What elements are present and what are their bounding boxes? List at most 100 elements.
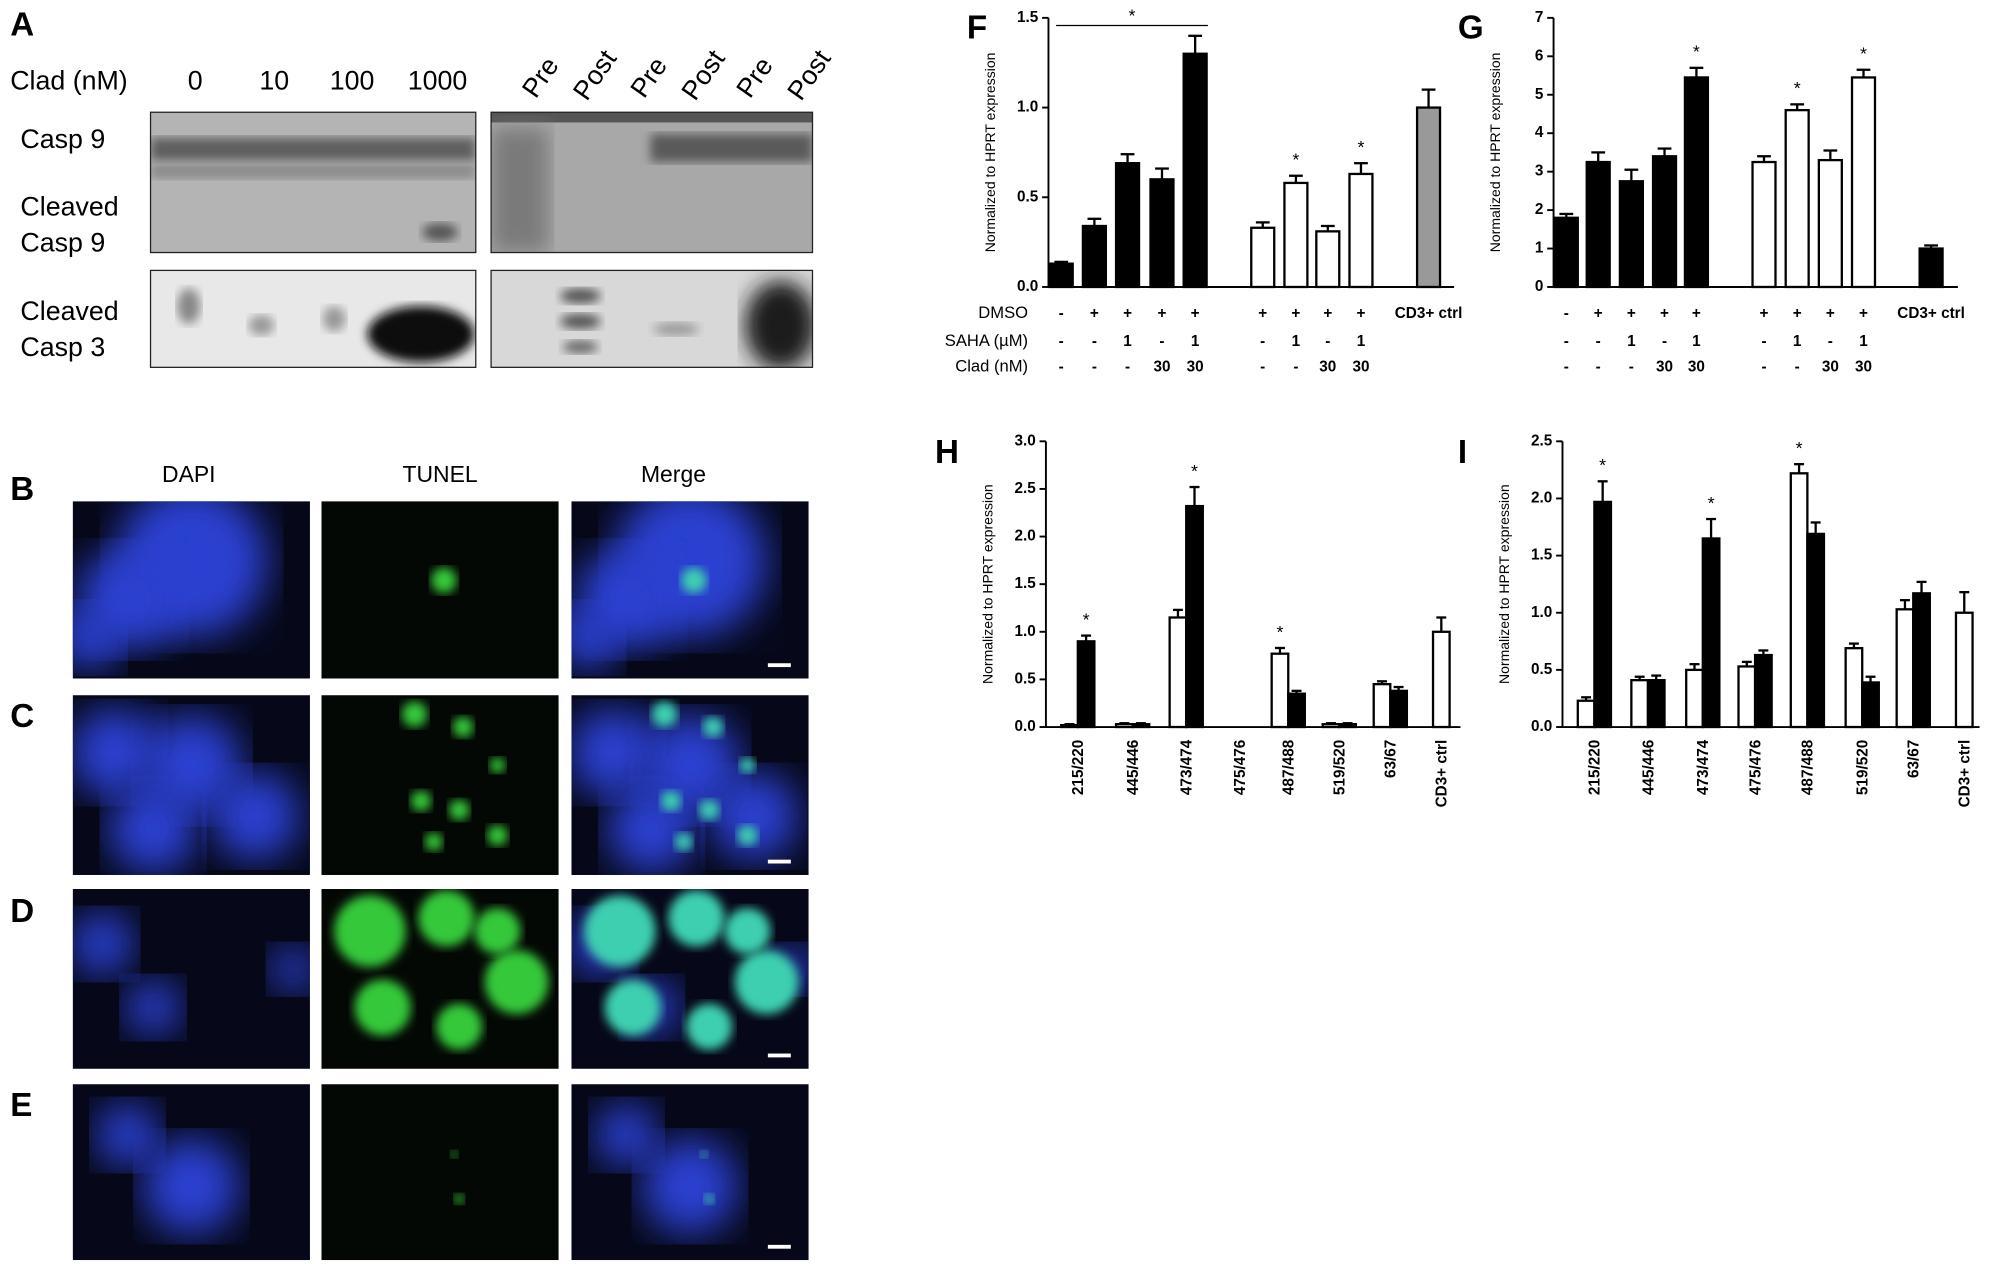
condition-cell: -	[1293, 358, 1298, 375]
micrograph	[321, 695, 559, 875]
micrograph-content	[321, 501, 559, 679]
micrograph	[72, 889, 310, 1069]
tunel-signal	[354, 979, 411, 1036]
micrograph-content	[571, 695, 809, 875]
micrograph	[571, 1084, 809, 1261]
bar	[1372, 683, 1392, 729]
blot-frame	[149, 269, 477, 368]
condition-cell: 30	[1822, 358, 1839, 375]
error-bar	[1865, 675, 1876, 683]
error-bar	[1342, 722, 1353, 725]
significance-mark: *	[1129, 6, 1136, 26]
panel-letter: E	[10, 1087, 32, 1124]
x-tick-label: CD3+ ctrl	[1434, 740, 1451, 808]
condition-cell: -	[1596, 333, 1601, 350]
y-tick-label: 1.5	[1531, 547, 1553, 564]
tunel-signal	[410, 790, 432, 812]
significance-mark: *	[1599, 455, 1606, 475]
condition-cell: -	[1059, 333, 1064, 350]
dose: 10	[259, 65, 289, 95]
micrograph	[321, 1084, 559, 1261]
blot-image	[491, 112, 813, 253]
timepoint: Pre	[516, 52, 564, 103]
dose-label: Clad (nM)	[10, 65, 128, 95]
timepoint: Pre	[730, 52, 778, 103]
micrograph	[72, 695, 310, 875]
tunel-signal	[704, 1193, 715, 1205]
condition-cell: -	[1159, 333, 1164, 350]
bar	[1685, 668, 1704, 729]
y-tick-label: 1.5	[1017, 9, 1039, 26]
bar	[1918, 247, 1944, 289]
x-tick-label: 215/220	[1587, 740, 1604, 795]
bar	[1630, 679, 1650, 729]
error-bar	[1255, 221, 1270, 228]
error-bar	[1189, 485, 1200, 507]
blot-row-label: Casp 9	[20, 227, 105, 257]
nucleus	[108, 784, 198, 874]
tunel-signal	[454, 1193, 465, 1205]
scale-bar	[767, 859, 791, 864]
y-tick-label: 0.0	[1014, 718, 1035, 735]
bar	[1060, 723, 1079, 729]
bar	[1954, 611, 1974, 729]
condition-label: SAHA (µM)	[945, 331, 1028, 350]
tunel-signal	[702, 716, 724, 738]
bar	[1806, 532, 1826, 729]
y-tick-label: 2	[1535, 201, 1544, 218]
bar	[1315, 230, 1341, 289]
condition-cell: 30	[1153, 358, 1170, 375]
bar	[1338, 723, 1358, 729]
condition-cell: -	[1125, 358, 1130, 375]
error-bar	[1135, 722, 1146, 725]
tunel-signal	[452, 716, 474, 738]
bar	[1576, 699, 1596, 729]
tunel-signal	[424, 832, 443, 851]
charts: 0.0 0.5 1.0 1.5 Normalized to HPRT expressio…	[945, 6, 1980, 808]
x-tick-label: 473/474	[1179, 739, 1196, 795]
condition-cell: 30	[1352, 358, 1369, 375]
error-bar	[1959, 591, 1970, 613]
x-tick-label: 63/67	[1906, 740, 1923, 778]
x-tick-label: 519/520	[1855, 740, 1872, 795]
condition-cell: -	[1795, 358, 1800, 375]
error-bar	[1559, 212, 1574, 218]
nucleus	[571, 707, 659, 798]
timepoint: Pre	[624, 52, 672, 103]
bar	[1270, 652, 1290, 729]
bar	[1321, 723, 1341, 729]
blot-row-label: Cleaved	[20, 296, 118, 326]
dose: 100	[330, 65, 375, 95]
blot-row-label: Cleaved	[20, 192, 118, 222]
condition-cell: +	[1826, 305, 1835, 322]
condition-cell: -	[1596, 358, 1601, 375]
condition-cell: 1	[1793, 333, 1802, 350]
y-tick-label: 4	[1535, 124, 1544, 141]
condition-cell: +	[1594, 305, 1603, 322]
y-tick-label: 5	[1535, 86, 1544, 103]
micrograph-content	[571, 889, 809, 1069]
tunel-signal	[584, 895, 656, 967]
x-tick-label: 215/220	[1070, 740, 1087, 795]
blot-row-label: Casp 9	[20, 124, 105, 154]
error-bar	[1377, 680, 1387, 685]
condition-cell: 1	[1627, 333, 1636, 350]
timepoint: Post	[567, 44, 623, 106]
tunel-signal	[681, 567, 707, 594]
tunel-signal	[660, 790, 682, 812]
error-bar	[1916, 580, 1927, 594]
bar	[1817, 158, 1843, 289]
panel-letter: D	[10, 893, 34, 930]
scale-bar	[767, 1244, 791, 1249]
bar	[1185, 504, 1204, 729]
blot-frame	[149, 111, 477, 254]
y-tick-label: 1	[1535, 240, 1544, 257]
condition-cell: +	[1090, 305, 1099, 322]
y-axis-label: Normalized to HPRT expression	[979, 484, 995, 684]
panel-letter: B	[10, 471, 34, 508]
error-bar	[1421, 88, 1436, 108]
condition-cell: +	[1760, 305, 1769, 322]
micrograph-bg	[321, 1084, 559, 1261]
bar	[1751, 160, 1777, 289]
